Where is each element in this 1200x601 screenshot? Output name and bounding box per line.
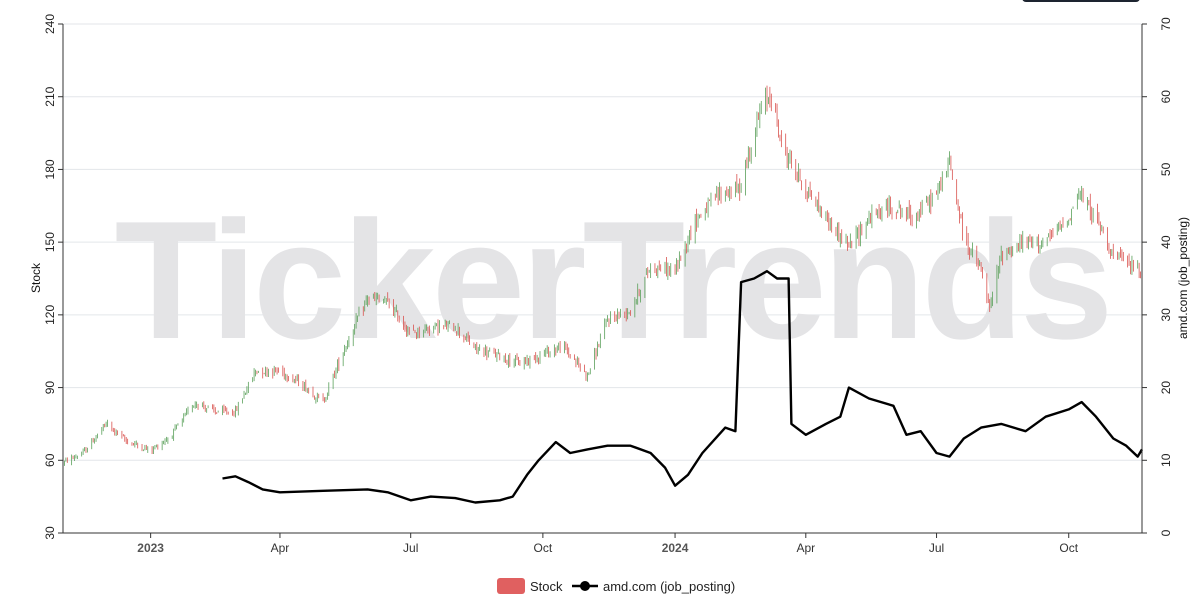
left-y-tick-label: 90 bbox=[43, 381, 57, 395]
x-tick-label: 2024 bbox=[662, 541, 689, 555]
legend-job-label: amd.com (job_posting) bbox=[603, 579, 735, 594]
left-y-tick-label: 60 bbox=[43, 453, 57, 467]
legend-job-dot bbox=[580, 581, 590, 591]
x-tick-labels: 2023 Apr Jul Oct 2024 Apr Jul Oct bbox=[137, 541, 1078, 555]
left-y-tick-label: 120 bbox=[43, 305, 57, 325]
right-y-tick-label: 60 bbox=[1159, 90, 1173, 104]
right-y-tick-label: 50 bbox=[1159, 162, 1173, 176]
watermark: TickerTrends bbox=[115, 186, 1110, 374]
right-y-tick-label: 0 bbox=[1159, 529, 1173, 536]
left-y-tick-label: 240 bbox=[43, 14, 57, 34]
left-y-tick-labels: 30 60 90 120 150 180 210 240 bbox=[43, 14, 57, 540]
legend-stock-swatch bbox=[497, 578, 525, 594]
right-y-tick-labels: 0 10 20 30 40 50 60 70 bbox=[1159, 17, 1173, 536]
gridlines bbox=[63, 23, 1142, 461]
left-y-tick-label: 150 bbox=[43, 232, 57, 252]
x-tick-label: 2023 bbox=[137, 541, 164, 555]
right-y-tick-label: 30 bbox=[1159, 308, 1173, 322]
legend-item-job-posting[interactable]: amd.com (job_posting) bbox=[572, 579, 735, 594]
right-y-tick-label: 10 bbox=[1159, 453, 1173, 467]
x-tick-label: Oct bbox=[1059, 541, 1078, 555]
legend-item-stock[interactable]: Stock bbox=[497, 578, 563, 594]
legend: Stock amd.com (job_posting) bbox=[497, 578, 735, 594]
x-tick-label: Jul bbox=[403, 541, 418, 555]
left-y-tick-label: 30 bbox=[43, 526, 57, 540]
right-y-tick-label: 40 bbox=[1159, 235, 1173, 249]
legend-stock-label: Stock bbox=[530, 579, 563, 594]
right-y-tick-label: 70 bbox=[1159, 17, 1173, 31]
stock-candles bbox=[62, 85, 1143, 467]
right-y-tick-label: 20 bbox=[1159, 381, 1173, 395]
x-tick-label: Oct bbox=[534, 541, 553, 555]
x-tick-label: Apr bbox=[271, 541, 290, 555]
left-y-tick-label: 180 bbox=[43, 159, 57, 179]
job-posting-line bbox=[222, 270, 1144, 504]
x-tick-label: Jul bbox=[929, 541, 944, 555]
right-axis-title: amd.com (job_posting) bbox=[1176, 217, 1190, 339]
top-right-button[interactable] bbox=[1022, 0, 1140, 2]
left-axis-title: Stock bbox=[29, 262, 43, 293]
x-tick-label: Apr bbox=[796, 541, 815, 555]
left-y-tick-label: 210 bbox=[43, 86, 57, 106]
axes bbox=[58, 23, 1147, 538]
